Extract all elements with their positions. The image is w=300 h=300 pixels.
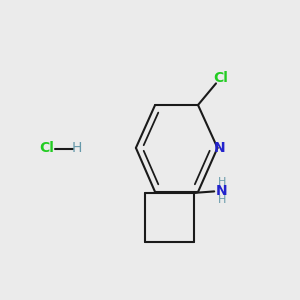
Text: N: N	[214, 141, 225, 155]
Text: H: H	[218, 195, 226, 206]
Text: H: H	[71, 142, 82, 155]
Text: H: H	[218, 177, 226, 188]
Text: Cl: Cl	[39, 142, 54, 155]
Text: Cl: Cl	[213, 71, 228, 85]
Text: N: N	[216, 184, 227, 198]
